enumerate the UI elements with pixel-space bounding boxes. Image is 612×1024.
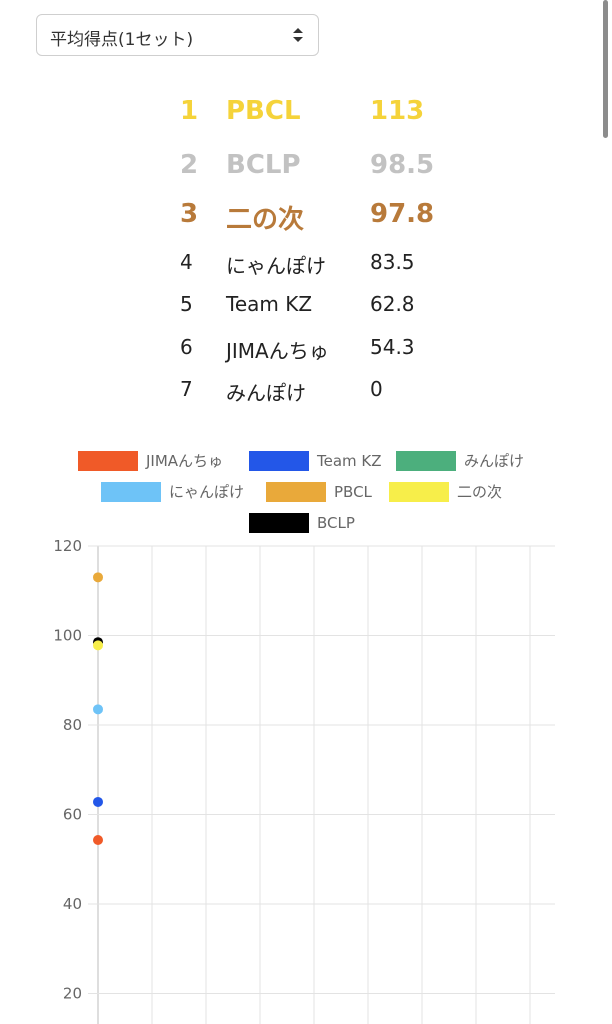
ranking-row: 2 BCLP 98.5: [0, 150, 612, 190]
team-score: 97.8: [370, 199, 435, 229]
y-tick-label: 100: [53, 627, 82, 645]
ranking-row: 3 二の次 97.8: [0, 199, 612, 239]
team-name: PBCL: [226, 96, 301, 126]
team-name: にゃんぽけ: [226, 254, 326, 278]
stat-select-value: 平均得点(1セット): [50, 30, 194, 50]
data-point[interactable]: [93, 704, 103, 715]
rank-number: 7: [180, 377, 193, 401]
legend-swatch: [249, 451, 309, 471]
chevron-up-down-icon: [293, 28, 303, 42]
data-point[interactable]: [93, 640, 103, 651]
team-name: 二の次: [226, 205, 305, 235]
y-tick-label: 40: [63, 895, 82, 913]
legend-label: にゃんぽけ: [169, 483, 245, 501]
team-score: 0: [370, 377, 383, 401]
team-name: JIMAんちゅ: [226, 339, 329, 363]
data-point[interactable]: [93, 796, 103, 807]
rank-number: 6: [180, 335, 193, 359]
y-tick-label: 80: [63, 716, 82, 734]
stat-select[interactable]: 平均得点(1セット): [36, 14, 319, 56]
team-score: 83.5: [370, 250, 415, 274]
ranking-row: 7 みんぽけ 0: [0, 377, 612, 417]
legend-swatch: [389, 482, 449, 502]
ranking-row: 5 Team KZ 62.8: [0, 292, 612, 332]
legend-label: PBCL: [334, 483, 372, 501]
rank-number: 5: [180, 292, 193, 316]
legend-swatch: [101, 482, 161, 502]
data-point[interactable]: [93, 572, 103, 583]
team-score: 62.8: [370, 292, 415, 316]
y-tick-label: 60: [63, 806, 82, 824]
team-name: Team KZ: [226, 292, 313, 316]
legend-swatch: [249, 513, 309, 533]
y-tick-label: 120: [53, 537, 82, 555]
scatter-chart: 120 100 80 60 40 20: [53, 537, 555, 1024]
team-score: 54.3: [370, 335, 415, 359]
rank-number: 4: [180, 250, 193, 274]
legend-swatch: [78, 451, 138, 471]
y-tick-label: 20: [63, 985, 82, 1003]
rank-number: 1: [180, 96, 199, 126]
legend-swatch: [396, 451, 456, 471]
legend-label: 二の次: [457, 483, 503, 501]
team-score: 98.5: [370, 150, 435, 180]
legend-swatch: [266, 482, 326, 502]
ranking-row: 1 PBCL 113: [0, 96, 612, 136]
ranking-row: 4 にゃんぽけ 83.5: [0, 250, 612, 290]
legend-label: Team KZ: [317, 452, 382, 470]
team-score: 113: [370, 96, 425, 126]
legend-label: BCLP: [317, 514, 355, 532]
legend-label: みんぽけ: [464, 452, 525, 470]
rank-number: 3: [180, 199, 199, 229]
team-name: BCLP: [226, 150, 301, 180]
team-name: みんぽけ: [226, 381, 306, 405]
page-scrollbar[interactable]: [603, 0, 608, 138]
rank-number: 2: [180, 150, 199, 180]
data-point[interactable]: [93, 835, 103, 846]
legend-label: JIMAんちゅ: [146, 452, 224, 470]
ranking-row: 6 JIMAんちゅ 54.3: [0, 335, 612, 375]
